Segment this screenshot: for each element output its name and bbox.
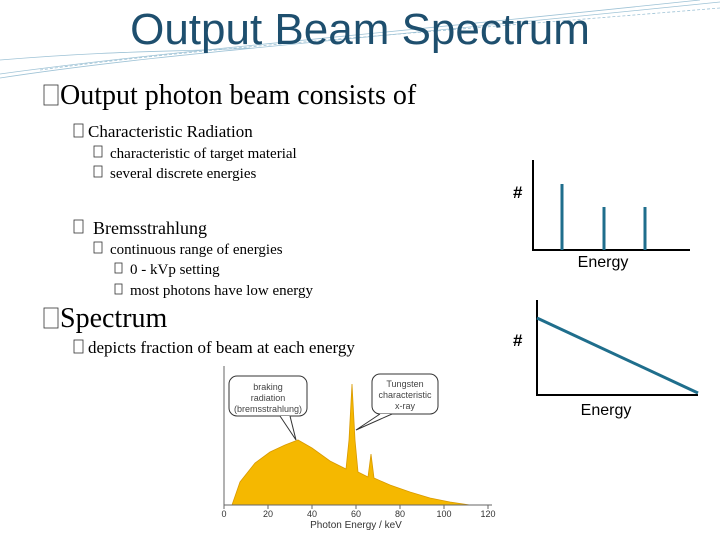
spectrum-figure: braking radiation (bremsstrahlung) Tungs… bbox=[220, 366, 502, 534]
callout-pointer bbox=[279, 415, 297, 441]
bullet-icon bbox=[93, 165, 103, 178]
bullet-icon bbox=[114, 262, 123, 274]
x-tick-label: 80 bbox=[395, 509, 405, 519]
callout-text: (bremsstrahlung) bbox=[234, 404, 302, 414]
bullet-level-2: Characteristic Radiation bbox=[88, 122, 253, 141]
bullet-level-3: several discrete energies bbox=[110, 166, 256, 182]
x-tick-label: 20 bbox=[263, 509, 273, 519]
callout-text: x-ray bbox=[395, 401, 415, 411]
slide-title: Output Beam Spectrum bbox=[130, 5, 590, 54]
bullet-icon bbox=[93, 241, 103, 254]
bullet-icon bbox=[73, 123, 84, 138]
x-axis-label: Energy bbox=[578, 254, 629, 271]
bullet-level-3: characteristic of target material bbox=[110, 146, 297, 162]
bullet-icon bbox=[43, 84, 59, 106]
bullet-level-4: 0 - kVp setting bbox=[130, 262, 220, 278]
spectrum-line bbox=[536, 316, 699, 395]
bullet-level-1: Output photon beam consists of bbox=[60, 80, 417, 111]
figure-x-label: Photon Energy / keV bbox=[310, 520, 402, 531]
callout-text: braking bbox=[253, 382, 283, 392]
x-tick-label: 40 bbox=[307, 509, 317, 519]
callout-pointer bbox=[355, 413, 393, 431]
spectrum-area bbox=[231, 383, 471, 506]
x-tick-label: 100 bbox=[436, 509, 451, 519]
x-tick-label: 0 bbox=[221, 509, 226, 519]
callout-text: Tungsten bbox=[386, 379, 423, 389]
x-axis-label: Energy bbox=[581, 402, 632, 419]
bullet-level-3: continuous range of energies bbox=[110, 242, 283, 258]
bullet-icon bbox=[43, 307, 59, 329]
continuous-spectrum-diagram bbox=[536, 300, 699, 396]
bullet-icon bbox=[114, 283, 123, 295]
x-tick-label: 120 bbox=[480, 509, 495, 519]
callout-box bbox=[371, 373, 439, 415]
y-axis-label: # bbox=[513, 331, 523, 350]
bullet-icon bbox=[93, 145, 103, 158]
line-spectrum-diagram bbox=[532, 160, 690, 251]
bullet-level-1: Spectrum bbox=[60, 303, 168, 334]
bullet-level-2: depicts fraction of beam at each energy bbox=[88, 338, 355, 357]
bullet-icon bbox=[73, 339, 84, 354]
callout-box bbox=[228, 375, 308, 417]
axes bbox=[536, 300, 698, 396]
y-axis-label: # bbox=[513, 183, 523, 202]
x-tick-label: 60 bbox=[351, 509, 361, 519]
bullet-icon bbox=[73, 219, 84, 234]
header-decoration bbox=[0, 0, 720, 79]
callout-text: radiation bbox=[251, 393, 286, 403]
callout-text: characteristic bbox=[378, 390, 432, 400]
bullet-level-2: Bremsstrahlung bbox=[93, 218, 207, 238]
bullet-level-4: most photons have low energy bbox=[130, 283, 314, 299]
axes bbox=[532, 160, 690, 251]
